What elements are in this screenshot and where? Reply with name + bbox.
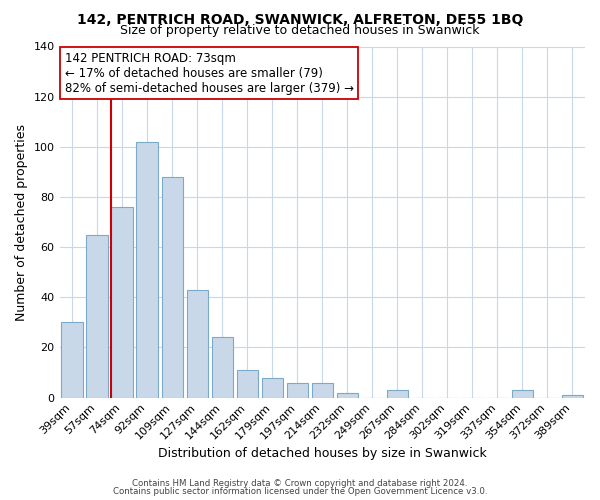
Bar bbox=[112, 207, 133, 398]
Bar bbox=[287, 382, 308, 398]
Bar bbox=[387, 390, 408, 398]
Bar bbox=[136, 142, 158, 398]
Bar bbox=[212, 338, 233, 398]
X-axis label: Distribution of detached houses by size in Swanwick: Distribution of detached houses by size … bbox=[158, 447, 487, 460]
Bar bbox=[262, 378, 283, 398]
Bar bbox=[187, 290, 208, 398]
Bar bbox=[161, 177, 183, 398]
Text: Contains public sector information licensed under the Open Government Licence v3: Contains public sector information licen… bbox=[113, 487, 487, 496]
Text: 142, PENTRICH ROAD, SWANWICK, ALFRETON, DE55 1BQ: 142, PENTRICH ROAD, SWANWICK, ALFRETON, … bbox=[77, 12, 523, 26]
Y-axis label: Number of detached properties: Number of detached properties bbox=[15, 124, 28, 320]
Bar bbox=[236, 370, 258, 398]
Bar bbox=[337, 392, 358, 398]
Text: 142 PENTRICH ROAD: 73sqm
← 17% of detached houses are smaller (79)
82% of semi-d: 142 PENTRICH ROAD: 73sqm ← 17% of detach… bbox=[65, 52, 353, 94]
Text: Size of property relative to detached houses in Swanwick: Size of property relative to detached ho… bbox=[120, 24, 480, 37]
Bar bbox=[86, 234, 108, 398]
Text: Contains HM Land Registry data © Crown copyright and database right 2024.: Contains HM Land Registry data © Crown c… bbox=[132, 478, 468, 488]
Bar bbox=[61, 322, 83, 398]
Bar bbox=[512, 390, 533, 398]
Bar bbox=[311, 382, 333, 398]
Bar bbox=[562, 395, 583, 398]
